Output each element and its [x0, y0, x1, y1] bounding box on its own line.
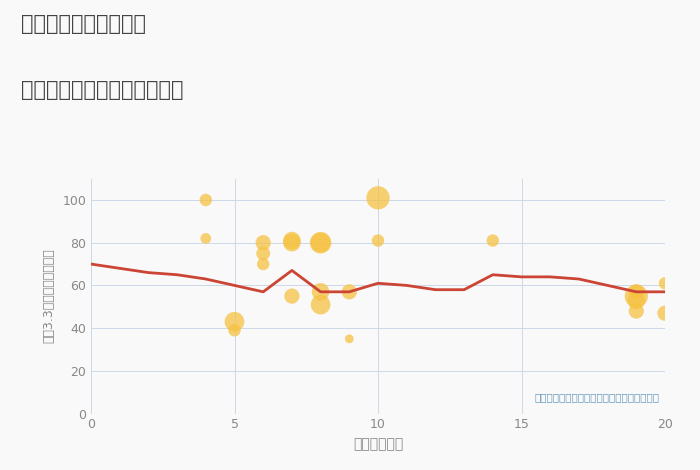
- Text: 駅距離別中古マンション価格: 駅距離別中古マンション価格: [21, 80, 183, 100]
- Point: [344, 288, 355, 296]
- Point: [631, 307, 642, 315]
- Point: [372, 237, 384, 244]
- Point: [315, 301, 326, 308]
- X-axis label: 駅距離（分）: 駅距離（分）: [353, 437, 403, 451]
- Point: [286, 237, 297, 244]
- Point: [372, 194, 384, 202]
- Point: [258, 260, 269, 268]
- Point: [315, 288, 326, 296]
- Point: [200, 235, 211, 242]
- Point: [487, 237, 498, 244]
- Point: [229, 327, 240, 334]
- Y-axis label: 平（3.3㎡）単価（万円）: 平（3.3㎡）単価（万円）: [42, 249, 55, 344]
- Text: 三重県松阪市肥留町の: 三重県松阪市肥留町の: [21, 14, 146, 34]
- Point: [286, 292, 297, 300]
- Point: [631, 292, 642, 300]
- Point: [659, 309, 671, 317]
- Point: [258, 239, 269, 246]
- Point: [631, 297, 642, 304]
- Point: [229, 318, 240, 326]
- Point: [631, 288, 642, 296]
- Point: [258, 250, 269, 257]
- Point: [286, 239, 297, 246]
- Point: [200, 196, 211, 204]
- Point: [315, 239, 326, 246]
- Point: [344, 335, 355, 343]
- Point: [315, 239, 326, 246]
- Text: 円の大きさは、取引のあった物件面積を示す: 円の大きさは、取引のあった物件面積を示す: [534, 392, 659, 402]
- Point: [659, 280, 671, 287]
